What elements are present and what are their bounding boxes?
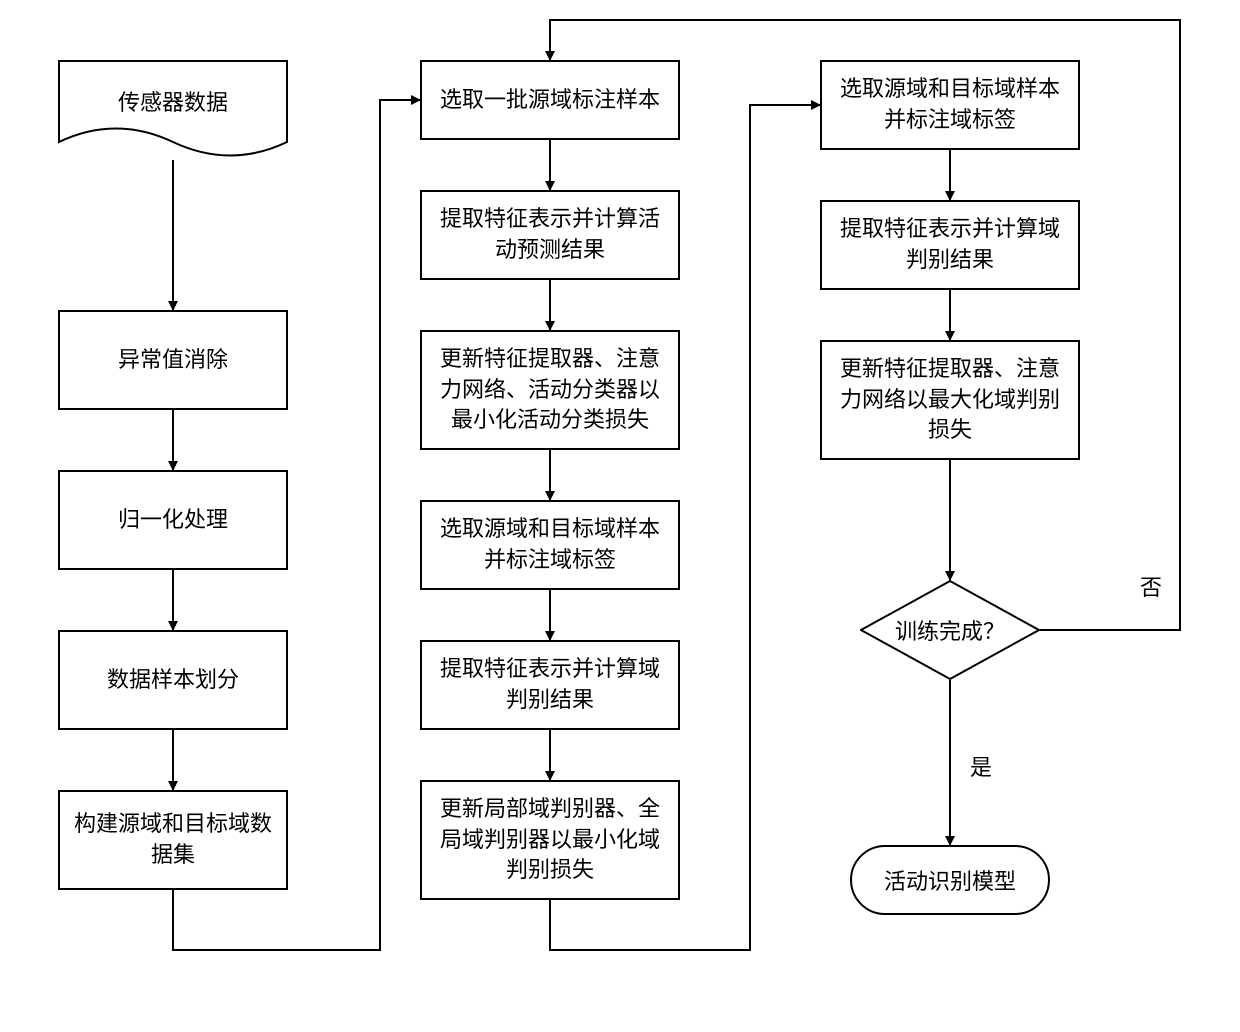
flow-node-n12: 选取源域和目标域样本并标注域标签: [820, 60, 1080, 150]
edge-label-n15-n6: 否: [1140, 570, 1162, 602]
flow-node-n2: 异常值消除: [58, 310, 288, 410]
flow-node-n4: 数据样本划分: [58, 630, 288, 730]
flow-node-n14: 更新特征提取器、注意力网络以最大化域判别损失: [820, 340, 1080, 460]
flow-node-n13: 提取特征表示并计算域判别结果: [820, 200, 1080, 290]
flow-node-n10: 提取特征表示并计算域判别结果: [420, 640, 680, 730]
flow-node-n3: 归一化处理: [58, 470, 288, 570]
flowchart-canvas: 传感器数据异常值消除归一化处理数据样本划分构建源域和目标域数据集 选取一批源域标注…: [0, 0, 1240, 1032]
flow-node-n5: 构建源域和目标域数据集: [58, 790, 288, 890]
flow-decision-n15: 训练完成？: [860, 580, 1040, 680]
flow-node-n6: 选取一批源域标注样本: [420, 60, 680, 140]
flow-document-n1: 传感器数据: [58, 60, 288, 160]
flow-node-n8: 更新特征提取器、注意力网络、活动分类器以最小化活动分类损失: [420, 330, 680, 450]
flow-node-n9: 选取源域和目标域样本并标注域标签: [420, 500, 680, 590]
flow-node-n11: 更新局部域判别器、全局域判别器以最小化域判别损失: [420, 780, 680, 900]
edge-label-n15-n16: 是: [970, 750, 992, 782]
flow-node-n7: 提取特征表示并计算活动预测结果: [420, 190, 680, 280]
flow-terminator-n16: 活动识别模型: [850, 845, 1050, 915]
